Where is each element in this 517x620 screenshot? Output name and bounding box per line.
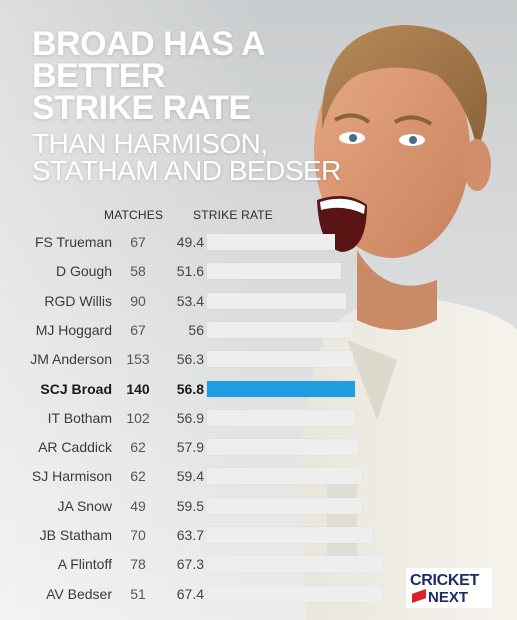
strike-rate-bar (207, 527, 374, 543)
background-shade (0, 0, 260, 620)
chart-title: BROAD HAS A BETTER STRIKE RATE THAN HARM… (32, 25, 341, 186)
strike-rate-value-label: 56 (188, 321, 204, 338)
bar-row: IT Botham 102 56.9 (0, 404, 400, 433)
title-line-4: THAN HARMISON, (32, 128, 268, 159)
matches-value-label: 51 (130, 585, 146, 602)
strike-rate-value-label: 57.9 (176, 439, 204, 456)
logo-text-top: CRICKET (410, 572, 480, 589)
matches-value-label: 102 (126, 409, 150, 426)
matches-header: MATCHES (104, 208, 164, 222)
strike-rate-value-label: 67.3 (176, 556, 204, 573)
title-line-2: BETTER (32, 57, 165, 95)
title-line-5: STATHAM AND BEDSER (32, 155, 341, 186)
bar-row: MJ Hoggard 67 56 (0, 316, 400, 345)
bowler-name-label: AV Bedser (46, 585, 112, 602)
strike-rate-value-label: 49.4 (176, 234, 204, 250)
bowler-name-label: SCJ Broad (40, 380, 112, 397)
bowler-name-label: JM Anderson (30, 351, 112, 368)
strike-rate-value-label: 67.4 (176, 585, 204, 602)
matches-value-label: 62 (130, 439, 146, 456)
bar-row: JM Anderson 153 56.3 (0, 345, 400, 374)
strike-rate-header: STRIKE RATE (193, 208, 273, 222)
matches-value-label: 70 (130, 527, 146, 543)
title-line-3: STRIKE RATE (32, 89, 251, 127)
strike-rate-bar (207, 321, 353, 338)
bowler-name-label: AR Caddick (38, 439, 112, 456)
bar-row: AV Bedser 51 67.4 (0, 580, 400, 609)
matches-value-label: 62 (130, 468, 146, 485)
bowler-name-label: RGD Willis (44, 292, 112, 309)
title-line-1: BROAD HAS A (32, 25, 266, 63)
strike-rate-bar (207, 468, 362, 485)
matches-value-label: 90 (130, 292, 146, 309)
strike-rate-value-label: 56.9 (176, 409, 204, 426)
strike-rate-value-label: 56.3 (176, 351, 204, 368)
matches-value-label: 67 (130, 234, 146, 250)
logo-mark-icon (412, 589, 426, 603)
strike-rate-value-label: 59.5 (176, 497, 204, 514)
bowler-name-label: SJ Harmison (31, 468, 112, 485)
bar-row: AR Caddick 62 57.9 (0, 433, 400, 462)
bar-row: RGD Willis 90 53.4 (0, 287, 400, 316)
bowler-name-label: A Flintoff (57, 556, 112, 573)
bar-row: JA Snow 49 59.5 (0, 492, 400, 521)
strike-rate-value-label: 53.4 (176, 292, 204, 309)
strike-rate-bar (207, 439, 358, 456)
bowler-name-label: MJ Hoggard (35, 321, 112, 338)
bowler-name-label: IT Botham (47, 409, 112, 426)
bowler-name-label: JB Statham (39, 527, 112, 543)
strike-rate-value-label: 51.6 (176, 263, 204, 280)
matches-value-label: 140 (126, 380, 150, 397)
bar-row: JB Statham 70 63.7 (0, 521, 400, 550)
strike-rate-bar (207, 234, 335, 250)
strike-rate-value-label: 56.8 (176, 380, 204, 397)
strike-rate-value-label: 59.4 (176, 468, 204, 485)
strike-rate-bar (207, 409, 355, 426)
strike-rate-bar (207, 585, 383, 602)
matches-value-label: 58 (130, 263, 146, 280)
strike-rate-bar (207, 351, 354, 368)
bar-row: D Gough 58 51.6 (0, 257, 400, 286)
bar-row: SCJ Broad 140 56.8 (0, 375, 400, 404)
strike-rate-bar (207, 556, 383, 573)
cricket-next-logo: CRICKET NEXT (406, 568, 492, 608)
logo-text-bottom: NEXT (428, 589, 469, 606)
matches-value-label: 67 (130, 321, 146, 338)
bowler-name-label: FS Trueman (34, 234, 112, 250)
bowler-name-label: D Gough (55, 263, 112, 280)
strike-rate-bar (207, 263, 341, 280)
matches-value-label: 49 (130, 497, 146, 514)
strike-rate-bar (207, 292, 346, 309)
strike-rate-bar (207, 497, 362, 514)
bar-row: SJ Harmison 62 59.4 (0, 462, 400, 491)
bowler-name-label: JA Snow (57, 497, 112, 514)
bar-row: FS Trueman 67 49.4 (0, 228, 400, 257)
matches-value-label: 153 (126, 351, 150, 368)
matches-value-label: 78 (130, 556, 146, 573)
strike-rate-value-label: 63.7 (176, 527, 204, 543)
strike-rate-bar (207, 380, 355, 397)
bar-row: A Flintoff 78 67.3 (0, 550, 400, 579)
